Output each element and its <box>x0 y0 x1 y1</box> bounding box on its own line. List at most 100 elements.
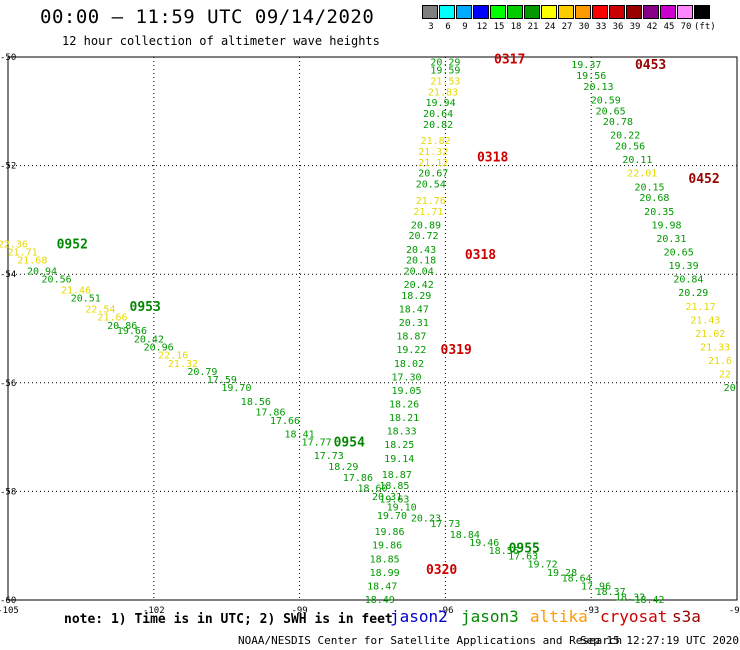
swh-value: 20.29 <box>430 57 460 68</box>
swh-value: 20.72 <box>408 231 438 242</box>
swh-value: 18.25 <box>384 440 414 451</box>
swh-value: 18.87 <box>382 470 412 481</box>
swh-value: 20.22 <box>610 131 640 142</box>
legend-label: 27 <box>561 22 573 32</box>
note-text: note: 1) Time is in UTC; 2) SWH is in fe… <box>64 612 393 627</box>
swh-value: 19.22 <box>396 345 426 356</box>
swh-value: 21.82 <box>421 136 451 147</box>
pass-time-label: 0320 <box>426 563 457 578</box>
swh-value: 20.31 <box>656 234 686 245</box>
legend-label: 42 <box>646 22 658 32</box>
swh-value: 20.11 <box>622 155 652 166</box>
swh-value: 21.83 <box>428 87 458 98</box>
swh-value: 18.33 <box>387 427 417 438</box>
swh-value: 20.65 <box>664 247 694 258</box>
swh-value: 19.37 <box>571 60 601 71</box>
map-frame <box>7 56 738 601</box>
swh-value: 20.56 <box>615 142 645 153</box>
swh-value: 20.42 <box>134 334 164 345</box>
pass-time-label: 0452 <box>688 172 719 187</box>
swh-value: 20.89 <box>411 220 441 231</box>
swh-value: 22.54 <box>85 304 115 315</box>
legend-swatch <box>422 5 438 19</box>
legend-swatch <box>592 5 608 19</box>
swh-value: 20.15 <box>634 182 664 193</box>
pass-time-label: 0317 <box>494 53 525 68</box>
footer-timestamp: Sep 15 12:27:19 UTC 2020 <box>580 634 739 647</box>
y-tick-label: -50 <box>0 53 16 63</box>
legend-label: 70 <box>680 22 692 32</box>
legend-swatch <box>439 5 455 19</box>
swh-value: 20.43 <box>406 245 436 256</box>
y-tick-label: -52 <box>0 162 16 172</box>
swh-value: 19.59 <box>430 66 460 77</box>
y-tick-label: -56 <box>0 379 16 389</box>
swh-value: 18.85 <box>379 481 409 492</box>
swh-value: 18.47 <box>367 581 397 592</box>
swh-value: 18.84 <box>450 530 480 541</box>
legend-swatch <box>490 5 506 19</box>
legend-swatch <box>473 5 489 19</box>
pass-time-label: 0953 <box>130 300 161 315</box>
legend-swatch <box>575 5 591 19</box>
legend-label: 18 <box>510 22 522 32</box>
swh-value: 19.10 <box>387 503 417 514</box>
legend-label: 30 <box>578 22 590 32</box>
mission-cryosat: cryosat <box>600 607 668 626</box>
swh-value: 20.86 <box>107 321 137 332</box>
swh-value: 17.66 <box>270 416 300 427</box>
pass-time-label: 0955 <box>509 541 540 556</box>
swh-value: 18.60 <box>357 484 387 495</box>
x-tick-label: -96 <box>437 606 453 616</box>
legend-label: 45 <box>663 22 675 32</box>
swh-value: 19.28 <box>547 568 577 579</box>
swh-value: 19.86 <box>374 527 404 538</box>
swh-value: 20.64 <box>423 109 453 120</box>
legend-swatch <box>558 5 574 19</box>
swh-value: 18.56 <box>489 546 519 557</box>
legend-swatch <box>660 5 676 19</box>
swh-value: 21.66 <box>97 313 127 324</box>
mission-jason3: jason3 <box>461 607 519 626</box>
x-tick-label: -105 <box>0 606 19 616</box>
footer-credit: NOAA/NESDIS Center for Satellite Applica… <box>238 634 623 647</box>
swh-value: 18.32 <box>615 592 645 603</box>
swh-value: 20.78 <box>603 117 633 128</box>
swh-value: 21.32 <box>418 147 448 158</box>
swh-value: 20.68 <box>639 193 669 204</box>
swh-value: 18.02 <box>394 359 424 370</box>
swh-value: 19.86 <box>372 541 402 552</box>
legend-swatch <box>677 5 693 19</box>
pass-time-label: 0318 <box>465 248 496 263</box>
swh-value: 19.46 <box>469 538 499 549</box>
swh-value: 20.51 <box>71 294 101 305</box>
swh-value: 22.16 <box>158 351 188 362</box>
swh-value: 20.56 <box>42 275 72 286</box>
swh-value: 21.17 <box>685 302 715 313</box>
swh-value: 18.42 <box>634 595 664 606</box>
legend-swatch <box>609 5 625 19</box>
legend-label: (ft) <box>694 22 716 32</box>
legend-label: 9 <box>462 22 468 32</box>
legend-swatch <box>524 5 540 19</box>
swh-value: 20.67 <box>418 169 448 180</box>
swh-value: 19.14 <box>384 454 414 465</box>
swh-value: 19.94 <box>425 98 455 109</box>
swh-value: 19.72 <box>528 560 558 571</box>
swh-value: 19.98 <box>651 220 681 231</box>
swh-value: 18.49 <box>365 595 395 606</box>
legend-swatch <box>541 5 557 19</box>
swh-value: 21.46 <box>61 285 91 296</box>
swh-value: 20.82 <box>423 120 453 131</box>
swh-value: 19.56 <box>576 71 606 82</box>
swh-value: 21.71 <box>413 207 443 218</box>
swh-value: 22.01 <box>627 169 657 180</box>
swh-value: 21.68 <box>17 256 47 267</box>
swh-value: 18.26 <box>389 400 419 411</box>
legend-swatch <box>694 5 710 19</box>
legend-swatch <box>507 5 523 19</box>
legend-label: 21 <box>527 22 539 32</box>
pass-time-label: 0318 <box>477 150 508 165</box>
swh-value: 17.73 <box>430 519 460 530</box>
